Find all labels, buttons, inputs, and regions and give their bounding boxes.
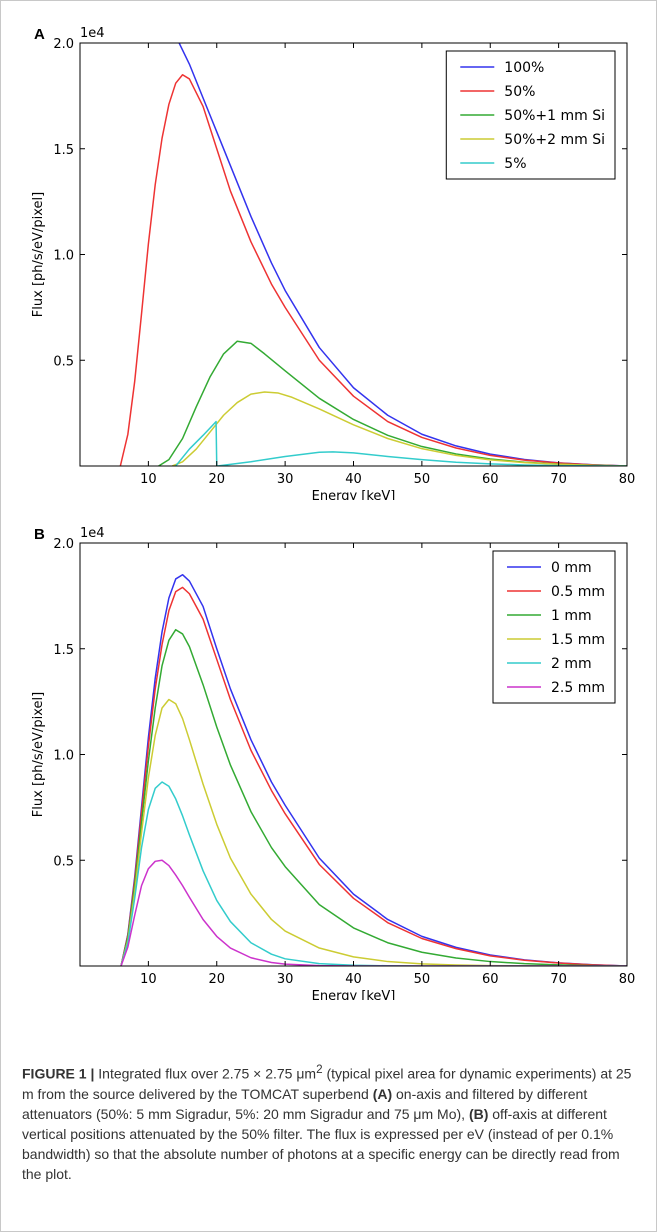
- x-tick-label: 80: [619, 972, 636, 987]
- x-tick-label: 20: [208, 472, 225, 487]
- series-line-3: [120, 698, 627, 966]
- legend-label-0: 0 mm: [551, 560, 592, 576]
- y-tick-label: 1.0: [53, 249, 74, 264]
- x-tick-label: 40: [345, 472, 362, 487]
- y-tick-label: 2.0: [53, 37, 74, 52]
- y-tick-label: 1.5: [53, 643, 74, 658]
- x-tick-label: 30: [277, 472, 294, 487]
- caption-text-1: Integrated flux over 2.75 × 2.75 μm: [94, 1065, 317, 1082]
- x-tick-label: 30: [277, 972, 294, 987]
- legend-label-2: 50%+1 mm Si: [504, 108, 605, 124]
- legend-label-3: 50%+2 mm Si: [504, 132, 605, 148]
- legend-label-1: 0.5 mm: [551, 584, 605, 600]
- y-tick-label: 1.0: [53, 749, 74, 764]
- series-line-0: [120, 573, 627, 966]
- caption-ref-b: (B): [468, 1105, 489, 1122]
- y-axis-multiplier: 1e4: [80, 26, 105, 41]
- y-tick-label: 0.5: [53, 854, 74, 869]
- x-tick-label: 40: [345, 972, 362, 987]
- series-line-4: [175, 420, 627, 466]
- x-axis-label: Energy [keV]: [312, 489, 396, 500]
- legend: 0 mm 0.5 mm 1 mm 1.5 mm 2 mm 2.5 mm: [492, 550, 616, 704]
- series-line-4: [120, 781, 627, 966]
- x-tick-label: 80: [619, 472, 636, 487]
- y-axis-label: Flux [ph/s/eV/pixel]: [31, 192, 46, 317]
- legend-label-0: 100%: [504, 60, 544, 76]
- x-tick-label: 60: [482, 972, 499, 987]
- panel-label: A: [34, 26, 45, 43]
- y-tick-label: 2.0: [53, 537, 74, 552]
- x-tick-label: 10: [140, 472, 157, 487]
- series-line-5: [120, 859, 627, 966]
- legend: 100% 50% 50%+1 mm Si 50%+2 mm Si 5%: [445, 50, 616, 180]
- x-tick-label: 70: [550, 972, 567, 987]
- series-line-2: [120, 628, 627, 966]
- panel-label: B: [34, 526, 45, 543]
- x-axis-label: Energy [keV]: [312, 989, 396, 1000]
- y-axis-multiplier: 1e4: [80, 526, 105, 541]
- y-tick-label: 0.5: [53, 354, 74, 369]
- caption-superscript: 2: [316, 1063, 323, 1076]
- caption-text-4: off-axis at different vertical positions…: [22, 1105, 620, 1182]
- series-line-1: [120, 586, 627, 966]
- caption-text-2: (typical pixel area for dynamic experime…: [22, 1065, 632, 1102]
- legend-label-3: 1.5 mm: [551, 632, 605, 648]
- chart-panel-a: 10 20 30 40 50 60 70 80 0.5 1.0 1.5 2.0 1e4 A Energy […: [31, 26, 636, 500]
- legend-label-1: 50%: [504, 84, 535, 100]
- legend-box: [492, 550, 616, 704]
- figure-caption: FIGURE 1 | Integrated flux over 2.75 × 2…: [22, 1060, 638, 1184]
- legend-label-2: 1 mm: [551, 608, 592, 624]
- x-tick-label: 20: [208, 972, 225, 987]
- x-tick-label: 10: [140, 972, 157, 987]
- y-axis-label: Flux [ph/s/eV/pixel]: [31, 692, 46, 817]
- y-tick-label: 1.5: [53, 143, 74, 158]
- x-tick-label: 60: [482, 472, 499, 487]
- x-tick-label: 50: [414, 472, 431, 487]
- series-line-1: [119, 73, 627, 466]
- series-line-2: [158, 340, 627, 466]
- x-tick-label: 50: [414, 972, 431, 987]
- caption-text-3: on-axis and filtered by different attenu…: [22, 1085, 588, 1122]
- legend-label-5: 2.5 mm: [551, 680, 605, 696]
- series-line-3: [172, 391, 627, 466]
- caption-ref-a: (A): [372, 1085, 393, 1102]
- x-tick-label: 70: [550, 472, 567, 487]
- legend-label-4: 2 mm: [551, 656, 592, 672]
- chart-panel-b: 10 20 30 40 50 60 70 80 0.5 1.0 1.5 2.0 1e4 B Energy […: [31, 526, 636, 1000]
- caption-label: FIGURE 1 |: [22, 1065, 95, 1082]
- legend-label-4: 5%: [504, 156, 526, 172]
